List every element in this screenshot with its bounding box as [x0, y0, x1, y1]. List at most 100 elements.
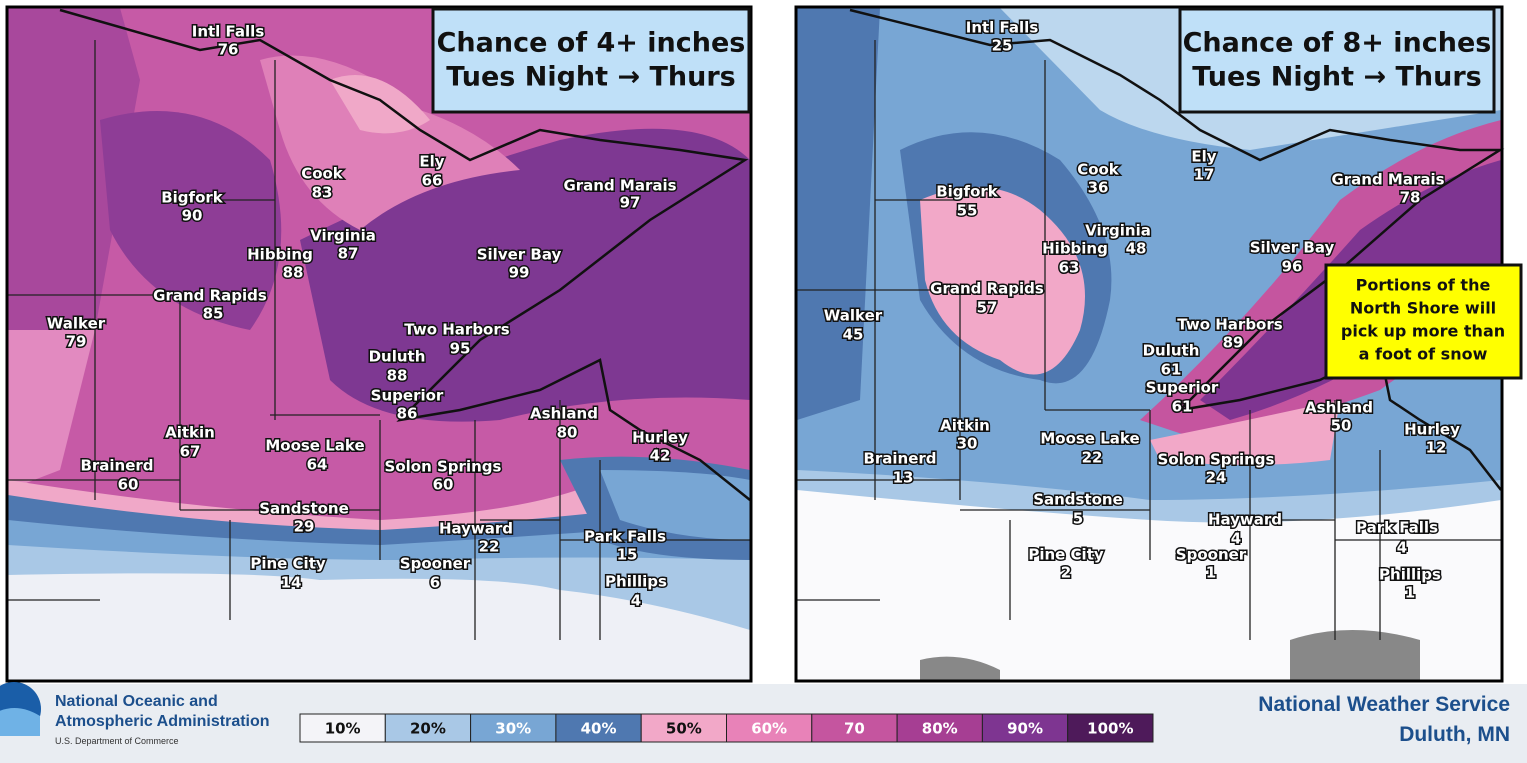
city-name: Silver Bay	[477, 246, 562, 264]
city-name: Sandstone	[259, 500, 349, 518]
city-value: 76	[218, 41, 239, 59]
legend-label: 100%	[1087, 720, 1133, 738]
legend-swatch	[470, 713, 557, 743]
city-value: 55	[957, 202, 978, 220]
city-name: Solon Springs	[1158, 451, 1275, 469]
city-value: 57	[977, 299, 998, 317]
city-name: Cook	[1077, 161, 1120, 179]
city-value: 15	[617, 546, 638, 564]
city-value: 97	[620, 194, 641, 212]
city-value: 88	[283, 264, 304, 282]
city-name: Phillips	[605, 573, 667, 591]
legend-swatch	[896, 713, 983, 743]
city-name: Duluth	[369, 348, 426, 366]
city-name: Park Falls	[1356, 519, 1438, 537]
city-name: Hurley	[632, 429, 688, 447]
legend-label: 10%	[325, 720, 361, 738]
city-value: 99	[509, 264, 530, 282]
city-name: Walker	[47, 315, 106, 333]
city-value: 66	[422, 172, 443, 190]
callout: Portions of the	[1356, 276, 1491, 295]
city-value: 85	[203, 305, 224, 323]
legend-label: 50%	[666, 720, 702, 738]
city-name: Superior	[371, 387, 444, 405]
city-name: Ely	[1191, 148, 1216, 166]
city-name: Hibbing	[247, 246, 313, 264]
city-value: 79	[66, 333, 87, 351]
noaa-logo	[0, 708, 40, 736]
callout: a foot of snow	[1359, 345, 1488, 364]
legend-swatch	[981, 713, 1069, 743]
city-name: Park Falls	[584, 528, 666, 546]
city-name: Moose Lake	[1040, 430, 1139, 448]
city-value: 12	[1426, 439, 1447, 457]
callout-box	[1324, 263, 1523, 380]
city-name: Grand Rapids	[930, 280, 1044, 298]
city-value: 5	[1073, 510, 1083, 528]
city-name: Solon Springs	[385, 458, 502, 476]
city-value: 22	[479, 538, 500, 556]
city-value: 78	[1400, 189, 1421, 207]
title: Tues Night → Thurs	[446, 62, 735, 93]
city-value: 36	[1088, 179, 1109, 197]
title: Chance of 8+ inches	[1183, 28, 1492, 59]
office: National Weather Service	[1258, 693, 1510, 716]
city-value: 95	[450, 340, 471, 358]
city-value: 60	[118, 476, 139, 494]
department: U.S. Department of Commerce	[55, 736, 179, 746]
city-name: Walker	[824, 307, 883, 325]
title-box	[431, 7, 751, 114]
city-value: 22	[1082, 449, 1103, 467]
city-name: Aitkin	[165, 424, 215, 442]
city-name: Silver Bay	[1250, 239, 1335, 257]
legend-swatch	[726, 713, 813, 743]
city-name: Pine City	[250, 555, 326, 573]
map-frame	[5, 5, 753, 683]
city-value: 1	[1405, 584, 1415, 602]
city-value: 4	[1397, 539, 1407, 557]
city-value: 61	[1161, 361, 1182, 379]
city-value: 67	[180, 443, 201, 461]
city-name: Pine City	[1028, 546, 1104, 564]
city-name: Bigfork	[161, 189, 224, 207]
callout: North Shore will	[1350, 299, 1496, 318]
city-name: Brainerd	[80, 457, 153, 475]
callout: pick up more than	[1341, 322, 1505, 341]
city-name: Ely	[419, 153, 444, 171]
city-value: 25	[992, 37, 1013, 55]
legend-label: 80%	[922, 720, 958, 738]
city-name: Bigfork	[936, 183, 999, 201]
city-value: 90	[182, 207, 203, 225]
city-name: Spooner	[1176, 546, 1247, 564]
city-name: Hayward	[439, 520, 513, 538]
city-name: Intl Falls	[192, 23, 265, 41]
city-value: 29	[294, 518, 315, 536]
city-value: 50	[1331, 417, 1352, 435]
city-name: Aitkin	[940, 417, 990, 435]
city-name: Virginia	[310, 227, 376, 245]
city-name: Grand Marais	[1331, 171, 1444, 189]
title: Chance of 4+ inches	[437, 28, 746, 59]
city-name: Spooner	[400, 555, 471, 573]
title: Tues Night → Thurs	[1192, 62, 1481, 93]
city-name: Duluth	[1143, 342, 1200, 360]
city-name: Moose Lake	[265, 437, 364, 455]
city-name: Two Harbors	[1177, 316, 1282, 334]
title-box	[1178, 7, 1496, 114]
legend-label: 40%	[581, 720, 617, 738]
city-value: 61	[1172, 398, 1193, 416]
legend-swatch	[1067, 713, 1154, 743]
city-value: 2	[1061, 564, 1071, 582]
city-value: 89	[1223, 334, 1244, 352]
city-value: 4	[631, 592, 641, 610]
legend-label: 20%	[410, 720, 446, 738]
city-value: 80	[557, 424, 578, 442]
city-value: 13	[893, 469, 914, 487]
city-value: 14	[281, 574, 302, 592]
city-name: Phillips	[1379, 566, 1441, 584]
city-value: 60	[433, 476, 454, 494]
city-name: Grand Marais	[563, 177, 676, 195]
city-name: Superior	[1146, 379, 1219, 397]
